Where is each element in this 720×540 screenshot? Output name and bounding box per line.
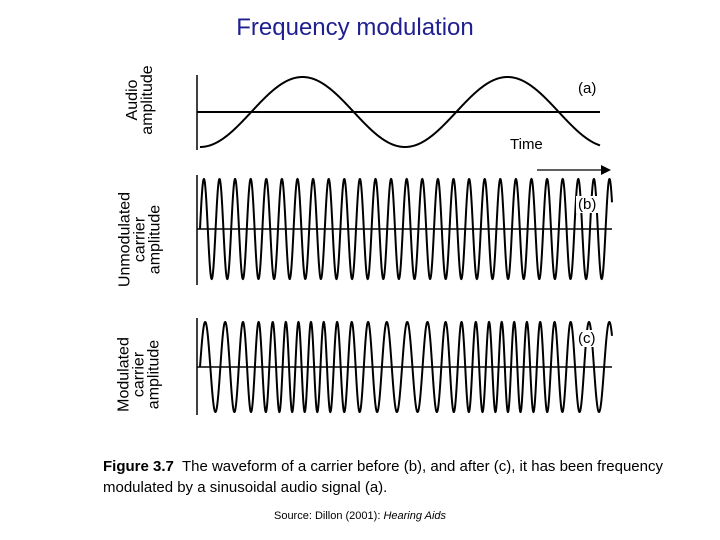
panel-b-label: (b)	[576, 196, 599, 213]
panel-c-label: (c)	[576, 330, 598, 347]
figure-number: Figure 3.7	[103, 458, 174, 475]
source-credit: Source: Dillon (2001): Hearing Aids	[0, 510, 720, 522]
modulated-carrier-wave	[199, 320, 613, 414]
source-prefix: Source: Dillon (2001):	[273, 510, 384, 522]
caption-text: The waveform of a carrier before (b), an…	[103, 458, 663, 496]
figure-title: Frequency modulation	[236, 14, 474, 41]
unmodulated-carrier-wave	[199, 177, 613, 281]
panel-a-label: (a)	[576, 80, 599, 97]
time-arrow-head	[601, 165, 611, 175]
audio-sine-wave	[200, 76, 601, 148]
figure-caption: Figure 3.7 The waveform of a carrier bef…	[103, 456, 663, 498]
time-axis-label: Time	[510, 136, 543, 153]
source-work: Hearing Aids	[383, 510, 447, 522]
